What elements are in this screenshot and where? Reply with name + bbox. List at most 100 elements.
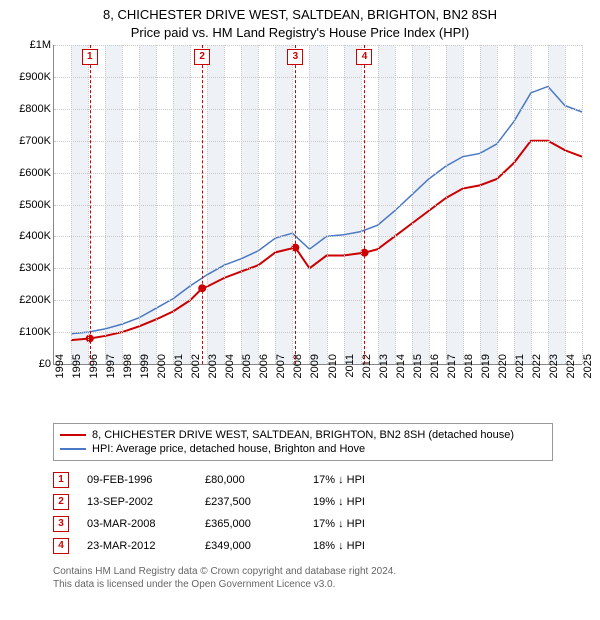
- legend-swatch-hpi: [60, 448, 86, 450]
- grid-line-v: [395, 45, 396, 364]
- transaction-row: 213-SEP-2002£237,50019% ↓ HPI: [53, 491, 553, 513]
- transaction-date: 23-MAR-2012: [87, 540, 187, 552]
- grid-line-h: [54, 300, 582, 301]
- grid-line-v: [327, 45, 328, 364]
- grid-line-v: [173, 45, 174, 364]
- grid-line-h: [54, 173, 582, 174]
- y-tick-label: £500K: [9, 199, 51, 211]
- x-tick-label: 2007: [275, 354, 287, 378]
- grid-line-v: [565, 45, 566, 364]
- transaction-row: 303-MAR-2008£365,00017% ↓ HPI: [53, 513, 553, 535]
- plot-area: £0£100K£200K£300K£400K£500K£600K£700K£80…: [53, 45, 582, 365]
- title-line-2: Price paid vs. HM Land Registry's House …: [8, 24, 592, 42]
- grid-line-v: [275, 45, 276, 364]
- grid-line-v: [105, 45, 106, 364]
- x-tick-label: 2013: [378, 354, 390, 378]
- chart-titles: 8, CHICHESTER DRIVE WEST, SALTDEAN, BRIG…: [8, 6, 592, 41]
- grid-line-v: [139, 45, 140, 364]
- grid-line-v: [241, 45, 242, 364]
- y-tick-label: £0: [9, 358, 51, 370]
- grid-line-v: [497, 45, 498, 364]
- x-tick-label: 2016: [429, 354, 441, 378]
- title-line-1: 8, CHICHESTER DRIVE WEST, SALTDEAN, BRIG…: [8, 6, 592, 24]
- grid-line-h: [54, 268, 582, 269]
- x-tick-label: 2021: [514, 354, 526, 378]
- transaction-date: 03-MAR-2008: [87, 518, 187, 530]
- transaction-number: 4: [53, 538, 69, 554]
- transaction-number: 2: [53, 494, 69, 510]
- grid-line-v: [258, 45, 259, 364]
- legend-item-property: 8, CHICHESTER DRIVE WEST, SALTDEAN, BRIG…: [60, 428, 546, 442]
- transaction-price: £237,500: [205, 496, 295, 508]
- x-axis-ticks: [53, 385, 582, 405]
- grid-line-v: [412, 45, 413, 364]
- x-tick-label: 2025: [582, 354, 594, 378]
- x-tick-label: 2020: [497, 354, 509, 378]
- x-tick-label: 2022: [531, 354, 543, 378]
- transaction-vs-hpi: 18% ↓ HPI: [313, 540, 423, 552]
- footer-line-1: Contains HM Land Registry data © Crown c…: [53, 565, 553, 578]
- x-tick-label: 2003: [207, 354, 219, 378]
- x-tick-label: 1998: [122, 354, 134, 378]
- chart-container: 8, CHICHESTER DRIVE WEST, SALTDEAN, BRIG…: [0, 0, 600, 599]
- footer-line-2: This data is licensed under the Open Gov…: [53, 578, 553, 591]
- grid-line-h: [54, 45, 582, 46]
- grid-line-v: [122, 45, 123, 364]
- grid-line-v: [361, 45, 362, 364]
- grid-line-h: [54, 332, 582, 333]
- x-tick-label: 1995: [71, 354, 83, 378]
- grid-line-v: [309, 45, 310, 364]
- transaction-date: 09-FEB-1996: [87, 474, 187, 486]
- x-tick-label: 2014: [395, 354, 407, 378]
- transaction-vs-hpi: 17% ↓ HPI: [313, 518, 423, 530]
- legend-label-hpi: HPI: Average price, detached house, Brig…: [92, 443, 365, 455]
- grid-line-h: [54, 236, 582, 237]
- grid-line-h: [54, 109, 582, 110]
- transactions-table: 109-FEB-1996£80,00017% ↓ HPI213-SEP-2002…: [53, 469, 553, 557]
- grid-line-v: [292, 45, 293, 364]
- grid-line-v: [429, 45, 430, 364]
- marker-line: [202, 45, 203, 364]
- x-tick-label: 2015: [412, 354, 424, 378]
- y-tick-label: £300K: [9, 262, 51, 274]
- grid-line-v: [514, 45, 515, 364]
- x-tick-label: 2002: [190, 354, 202, 378]
- transaction-row: 4 23-MAR-2012 £349,000 18% ↓ HPI: [53, 535, 553, 557]
- marker-number-box: 4: [356, 49, 372, 65]
- footer: Contains HM Land Registry data © Crown c…: [53, 565, 553, 591]
- x-tick-label: 2019: [480, 354, 492, 378]
- marker-number-box: 1: [82, 49, 98, 65]
- grid-line-v: [190, 45, 191, 364]
- grid-line-h: [54, 205, 582, 206]
- x-tick-label: 1999: [139, 354, 151, 378]
- x-tick-label: 1994: [54, 354, 66, 378]
- x-tick-label: 2024: [565, 354, 577, 378]
- transaction-price: £80,000: [205, 474, 295, 486]
- x-tick-label: 2006: [258, 354, 270, 378]
- x-tick-label: 2001: [173, 354, 185, 378]
- x-tick-label: 1997: [105, 354, 117, 378]
- y-tick-label: £700K: [9, 135, 51, 147]
- grid-line-v: [463, 45, 464, 364]
- marker-line: [295, 45, 296, 364]
- transaction-row: 109-FEB-1996£80,00017% ↓ HPI: [53, 469, 553, 491]
- grid-line-v: [582, 45, 583, 364]
- grid-line-v: [71, 45, 72, 364]
- x-tick-label: 2008: [292, 354, 304, 378]
- grid-line-v: [378, 45, 379, 364]
- y-tick-label: £400K: [9, 230, 51, 242]
- x-tick-label: 2018: [463, 354, 475, 378]
- x-tick-label: 2017: [446, 354, 458, 378]
- transaction-vs-hpi: 17% ↓ HPI: [313, 474, 423, 486]
- x-tick-label: 2009: [309, 354, 321, 378]
- grid-line-v: [207, 45, 208, 364]
- y-tick-label: £200K: [9, 294, 51, 306]
- grid-line-v: [224, 45, 225, 364]
- grid-line-h: [54, 77, 582, 78]
- x-tick-label: 2004: [224, 354, 236, 378]
- transaction-price: £349,000: [205, 540, 295, 552]
- x-tick-label: 2000: [156, 354, 168, 378]
- x-tick-label: 2011: [344, 354, 356, 378]
- x-tick-label: 2005: [241, 354, 253, 378]
- marker-number-box: 3: [287, 49, 303, 65]
